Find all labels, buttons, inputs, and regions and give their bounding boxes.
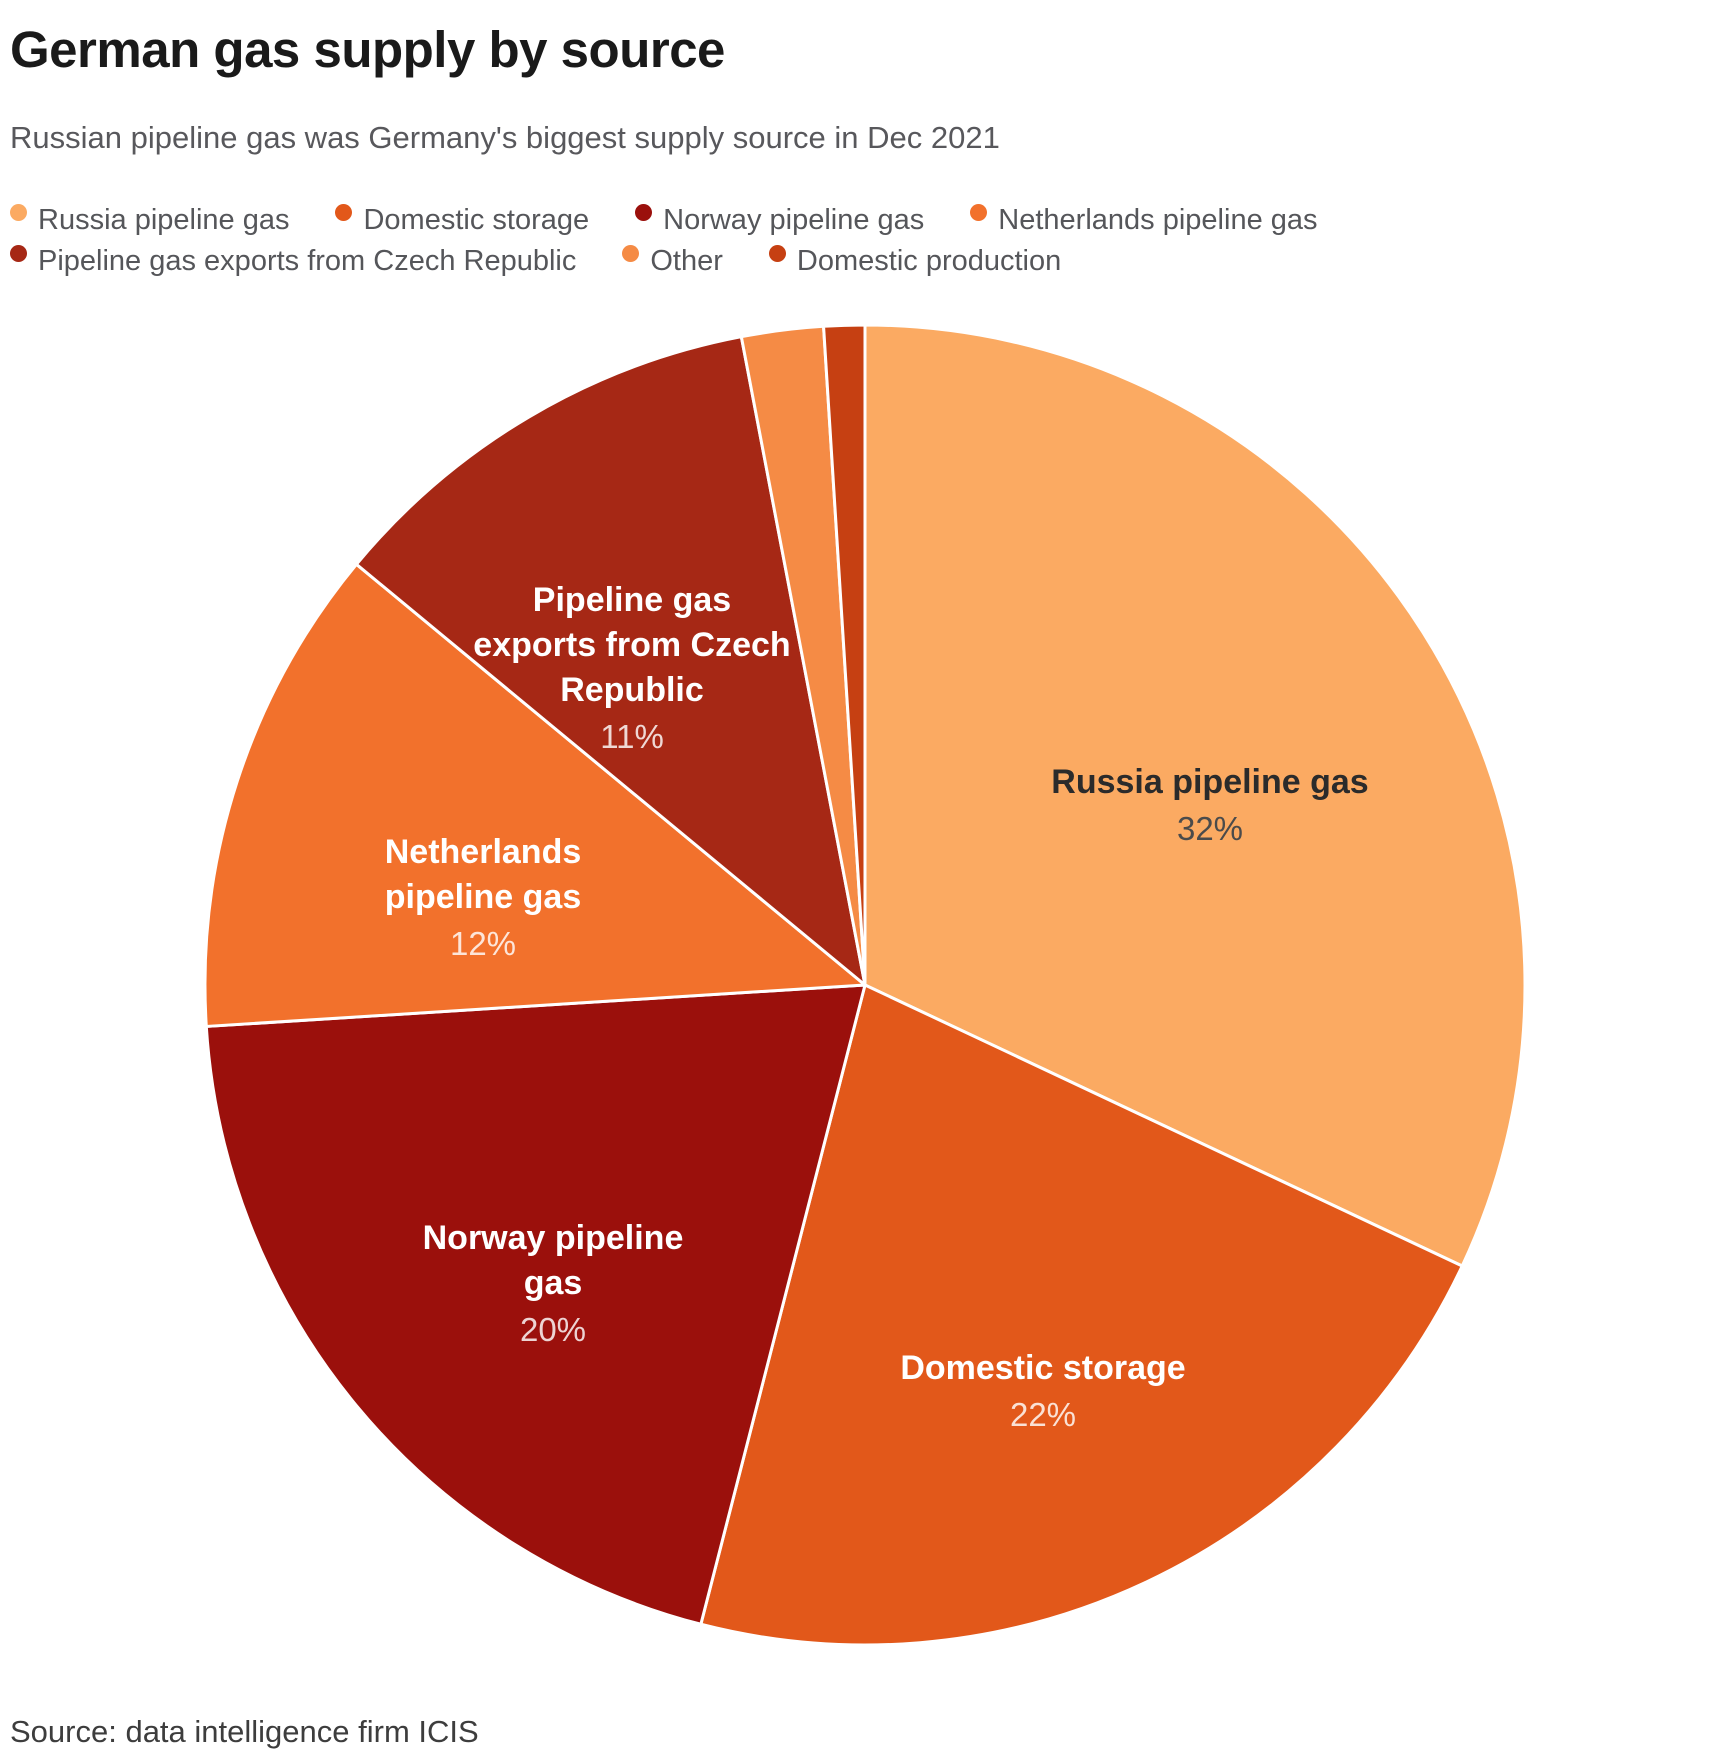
legend-item-russia-pipeline-gas: Russia pipeline gas — [10, 204, 289, 237]
legend-item-netherlands-pipeline-gas: Netherlands pipeline gas — [970, 204, 1318, 237]
legend-dot-icon — [635, 204, 653, 221]
legend-item-other: Other — [622, 245, 723, 278]
legend-dot-icon — [622, 245, 640, 262]
legend-dot-icon — [10, 245, 27, 262]
legend-label: Domestic storage — [363, 204, 590, 236]
legend-dot-icon — [10, 204, 27, 221]
pie-slice-russia-pipeline-gas — [863, 323, 1527, 1268]
pie-slice-domestic-storage — [699, 983, 1464, 1647]
chart-subtitle: Russian pipeline gas was Germany's bigge… — [10, 120, 1000, 155]
pie-slice-domestic-production — [822, 323, 867, 987]
pie-slice-pipeline-gas-exports-from-czech-republic — [354, 335, 867, 987]
legend-item-norway-pipeline-gas: Norway pipeline gas — [635, 204, 924, 237]
pie-slice-netherlands-pipeline-gas — [203, 562, 867, 1028]
legend-dot-icon — [768, 245, 786, 262]
legend-label: Netherlands pipeline gas — [998, 204, 1318, 236]
source-attribution: Source: data intelligence firm ICIS — [10, 1714, 479, 1749]
legend-item-domestic-production: Domestic production — [768, 245, 1062, 278]
legend-item-domestic-storage: Domestic storage — [335, 204, 589, 237]
chart-legend: Russia pipeline gas Domestic storage Norwa… — [10, 204, 1450, 278]
chart-title: German gas supply by source — [10, 21, 725, 78]
legend-label: Russia pipeline gas — [38, 204, 290, 236]
legend-dot-icon — [335, 204, 353, 221]
legend-label: Domestic production — [796, 245, 1062, 277]
legend-label: Norway pipeline gas — [663, 204, 925, 236]
legend-item-pipeline-gas-exports-from-czech-republic: Pipeline gas exports from Czech Republic — [10, 245, 576, 278]
legend-dot-icon — [970, 204, 988, 221]
legend-label: Pipeline gas exports from Czech Republic — [38, 245, 577, 277]
legend-label: Other — [650, 245, 723, 277]
pie-slice-norway-pipeline-gas — [204, 983, 867, 1626]
